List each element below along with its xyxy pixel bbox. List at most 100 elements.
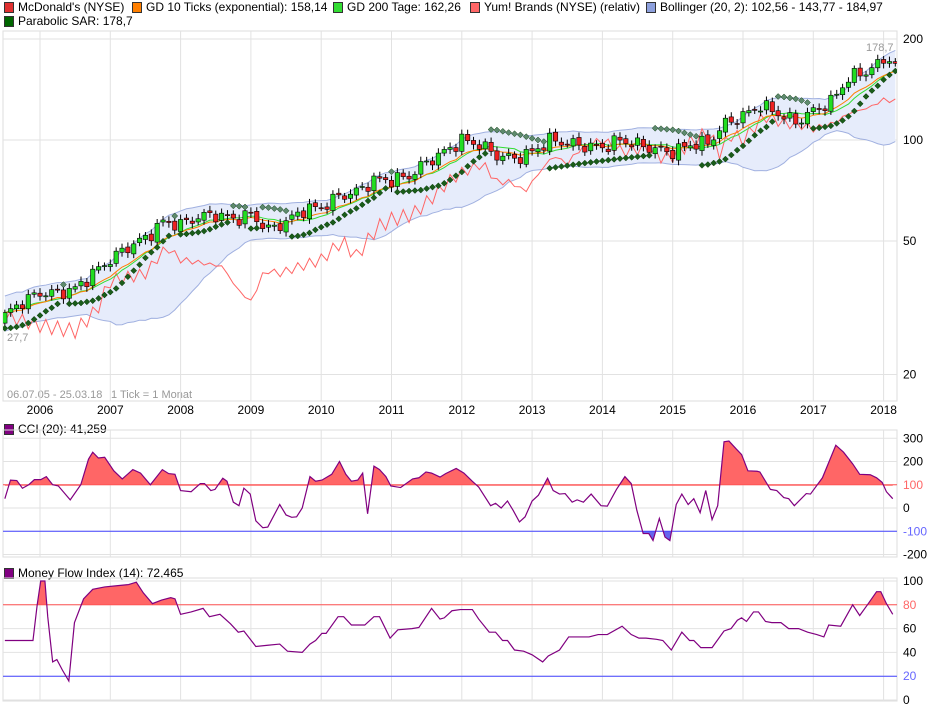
candle-body [728,116,734,123]
sar-marker [288,233,296,240]
legend-label: Money Flow Index (14): 72,465 [18,566,184,580]
sar-marker [780,93,788,101]
candle-body [119,247,125,253]
legend-swatch [4,1,14,13]
candle-body [623,138,629,144]
x-tick-label: 2016 [730,403,757,417]
sar-marker [563,162,571,169]
candle-body [265,224,271,228]
sar-marker [335,215,343,223]
sar-marker [77,299,85,307]
sar-marker [153,244,161,251]
candle-body [353,187,359,196]
candle-body [822,108,828,111]
candle-body [213,213,219,223]
candle-body [652,147,658,155]
mfi-tick-label: 20 [903,669,917,683]
sar-marker [235,202,243,210]
candle-body [582,146,588,153]
candle-body [857,67,863,77]
candle-body [687,145,693,149]
sar-marker [194,228,202,236]
sar-marker [183,230,190,238]
cci-tick-label: 300 [903,431,923,445]
candle-body [617,136,623,141]
candle-body [37,292,43,297]
sar-marker [540,138,548,145]
candle-body [189,220,195,224]
sar-marker [382,185,389,192]
sar-marker [634,153,641,161]
sar-marker [891,67,897,75]
candle-body [482,141,488,150]
candle-body [886,61,892,64]
candle-body [441,149,447,154]
sar-marker [657,125,665,133]
candle-body [330,193,336,211]
sar-marker [106,288,114,296]
candle-body [277,223,283,231]
candle-body [588,142,594,152]
candle-body [758,110,764,113]
sar-marker [54,300,61,308]
candle-body [834,93,840,96]
sar-marker [645,152,653,159]
sar-marker [686,131,694,138]
legend-label: McDonald's (NYSE) [18,0,125,14]
sar-marker [733,146,741,154]
sar-marker [65,300,73,308]
legend-yum: Yum! Brands (NYSE) (relativ) [470,0,640,14]
candle-body [260,222,266,229]
candle-body [447,147,453,150]
candle-body [576,137,582,146]
sar-marker [751,131,759,139]
candle-body [646,145,652,153]
x-tick-label: 2013 [519,403,546,417]
y-tick-label: 20 [903,368,917,382]
candle-body [435,152,441,166]
candle-body [55,288,61,291]
sar-marker [323,221,331,229]
sar-marker [358,201,366,209]
sar-marker [839,117,846,124]
sar-marker [446,176,454,184]
sar-marker [388,168,395,176]
sar-marker [575,160,583,168]
sar-marker [821,123,829,131]
sar-marker [528,135,536,142]
sar-marker [435,182,442,190]
candle-body [406,175,412,180]
sar-marker [36,312,44,319]
sar-marker [727,151,735,159]
sar-marker [253,224,261,232]
candle-body [236,219,242,226]
sar-marker [42,307,50,315]
sar-marker [341,211,348,219]
candle-body [60,289,66,300]
sar-marker [218,221,225,228]
x-tick-label: 2011 [379,403,405,417]
sar-marker [651,124,659,132]
candle-body [14,304,20,310]
sar-marker [868,87,876,94]
sar-marker [569,161,577,169]
sar-marker [411,187,419,194]
sar-marker [224,219,231,226]
sar-marker [833,120,841,127]
candle-body [605,148,611,153]
candle-body [611,135,617,151]
sar-marker [347,208,354,215]
candle-body [658,145,664,148]
sar-marker [429,183,436,191]
sar-marker [259,203,266,211]
candle-body [49,289,55,297]
candle-body [564,143,570,146]
candle-body [148,233,154,242]
candle-body [195,218,201,223]
candle-body [746,110,752,114]
tick-interval-label: 1 Tick = 1 Monat [111,389,192,401]
candle-body [254,211,260,223]
mfi-tick-label: 100 [903,574,923,588]
candle-body [793,113,799,125]
sar-marker [698,161,706,169]
